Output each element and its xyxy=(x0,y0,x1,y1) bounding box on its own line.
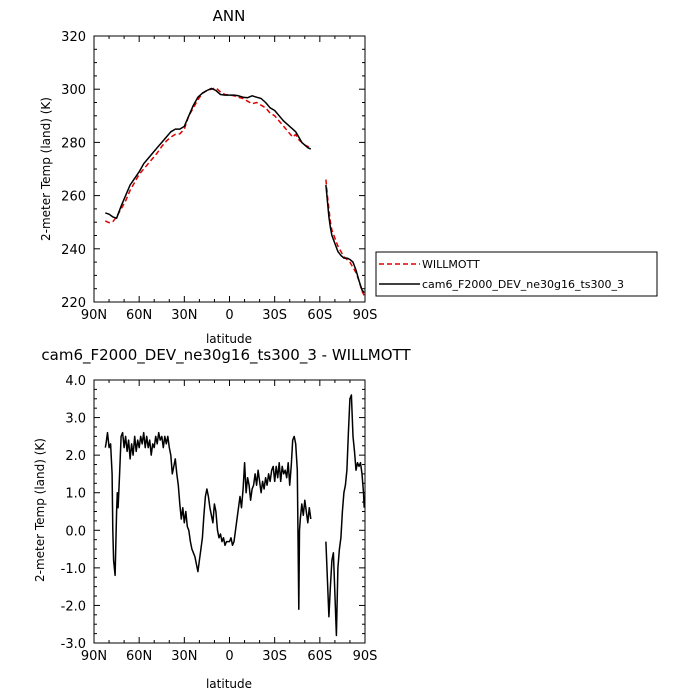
series-line-0-segment-1 xyxy=(325,394,365,637)
plot-area: 90N 60N 30N 0 30S 60S 90S -3.0 -2.0 -1.0 0.0 1.0 2.0… xyxy=(61,374,378,664)
legend: WILLMOTT cam6_F2000_DEV_ne30g16_ts300_3 xyxy=(375,251,658,297)
x-tick-label: 60N xyxy=(126,308,152,323)
x-tick-label: 60N xyxy=(126,649,152,664)
x-tick-label: 30N xyxy=(171,308,197,323)
x-tick-label: 60S xyxy=(307,649,332,664)
y-tick-label: -3.0 xyxy=(61,637,86,652)
y-tick-label: 0.0 xyxy=(65,524,86,539)
difference-panel: cam6_F2000_DEV_ne30g16_ts300_3 - WILLMOT… xyxy=(33,346,411,691)
x-tick-label: 90N xyxy=(81,649,107,664)
x-tick-label: 90S xyxy=(353,308,378,323)
series-line-1-segment-1 xyxy=(325,184,365,294)
y-tick-label: 300 xyxy=(61,83,86,98)
x-axis-label: latitude xyxy=(206,332,252,346)
x-axis-label: latitude xyxy=(206,677,252,691)
y-tick-label: 3.0 xyxy=(65,412,86,427)
y-axis-label: 2-meter Temp (land) (K) xyxy=(39,97,53,241)
x-tick-label: 0 xyxy=(225,649,233,664)
y-tick-label: 240 xyxy=(61,243,86,258)
x-tick-label: 30S xyxy=(262,308,287,323)
y-tick-label: -1.0 xyxy=(61,562,86,577)
legend-label-model: cam6_F2000_DEV_ne30g16_ts300_3 xyxy=(422,278,624,291)
plot-frame xyxy=(93,35,366,303)
y-axis-label: 2-meter Temp (land) (K) xyxy=(33,438,47,582)
y-tick-label: 4.0 xyxy=(65,374,86,389)
legend-box xyxy=(375,251,658,297)
y-tick-label: -2.0 xyxy=(61,599,86,614)
plot-area: 90N 60N 30N 0 30S 60S 90S 220 240 260 280 300 320 xyxy=(61,30,377,323)
series-line-0-segment-0 xyxy=(104,87,312,224)
x-tick-label: 90N xyxy=(81,308,107,323)
legend-label-willmott: WILLMOTT xyxy=(422,258,480,271)
climatology-panel: ANN 90N 60N 30N 0 30S 60S 90S 220 240 260 280 300 32… xyxy=(39,7,658,346)
y-tick-label: 1.0 xyxy=(65,487,86,502)
x-tick-label: 30N xyxy=(171,649,197,664)
series-line-0-segment-0 xyxy=(104,431,312,610)
x-tick-label: 90S xyxy=(353,649,378,664)
y-tick-label: 2.0 xyxy=(65,449,86,464)
x-tick-label: 30S xyxy=(262,649,287,664)
x-tick-label: 0 xyxy=(225,308,233,323)
y-tick-label: 320 xyxy=(61,30,86,45)
y-tick-label: 280 xyxy=(61,136,86,151)
plot-frame xyxy=(93,379,366,644)
chart-title: ANN xyxy=(213,7,246,25)
chart-title: cam6_F2000_DEV_ne30g16_ts300_3 - WILLMOT… xyxy=(41,346,411,365)
series-line-1-segment-0 xyxy=(105,87,312,219)
y-tick-label: 260 xyxy=(61,190,86,205)
y-tick-label: 220 xyxy=(61,296,86,311)
x-tick-label: 60S xyxy=(307,308,332,323)
